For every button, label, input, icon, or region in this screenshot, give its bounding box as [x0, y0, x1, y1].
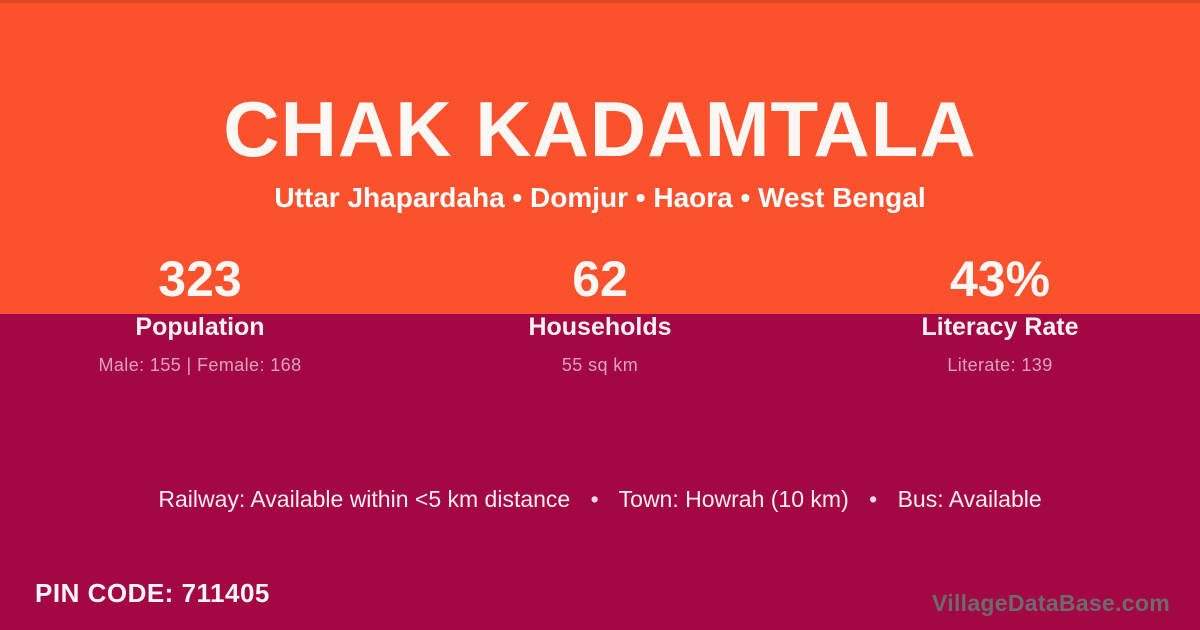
population-label: Population [135, 313, 265, 341]
population-detail: Male: 155 | Female: 168 [98, 355, 302, 375]
stats-values-row: 323 62 43% [0, 254, 1200, 304]
watermark: VillageDataBase.com [932, 590, 1170, 616]
households-detail: 55 sq km [561, 355, 639, 375]
households-value: 62 [572, 251, 628, 307]
population-value: 323 [158, 251, 242, 307]
households-label: Households [528, 313, 672, 341]
village-breadcrumb: Uttar Jhapardaha • Domjur • Haora • West… [274, 182, 926, 213]
town-info: Town: Howrah (10 km) [618, 486, 849, 512]
stats-labels-row: Population Households Literacy Rate [0, 315, 1200, 340]
bullet-separator: • [590, 486, 599, 512]
bullet-separator: • [869, 486, 878, 512]
village-title: CHAK KADAMTALA [223, 85, 977, 173]
literacy-label: Literacy Rate [921, 313, 1079, 341]
bus-info: Bus: Available [897, 486, 1042, 512]
railway-info: Railway: Available within <5 km distance [158, 486, 571, 512]
hero-background [0, 0, 1200, 314]
literacy-value: 43% [949, 251, 1051, 307]
literacy-detail: Literate: 139 [947, 355, 1053, 375]
transport-info: Railway: Available within <5 km distance… [0, 486, 1200, 512]
top-edge-strip [0, 0, 1200, 3]
stats-details-row: Male: 155 | Female: 168 55 sq km Literat… [0, 355, 1200, 376]
lower-background [0, 314, 1200, 630]
pin-code: PIN CODE: 711405 [35, 578, 270, 608]
